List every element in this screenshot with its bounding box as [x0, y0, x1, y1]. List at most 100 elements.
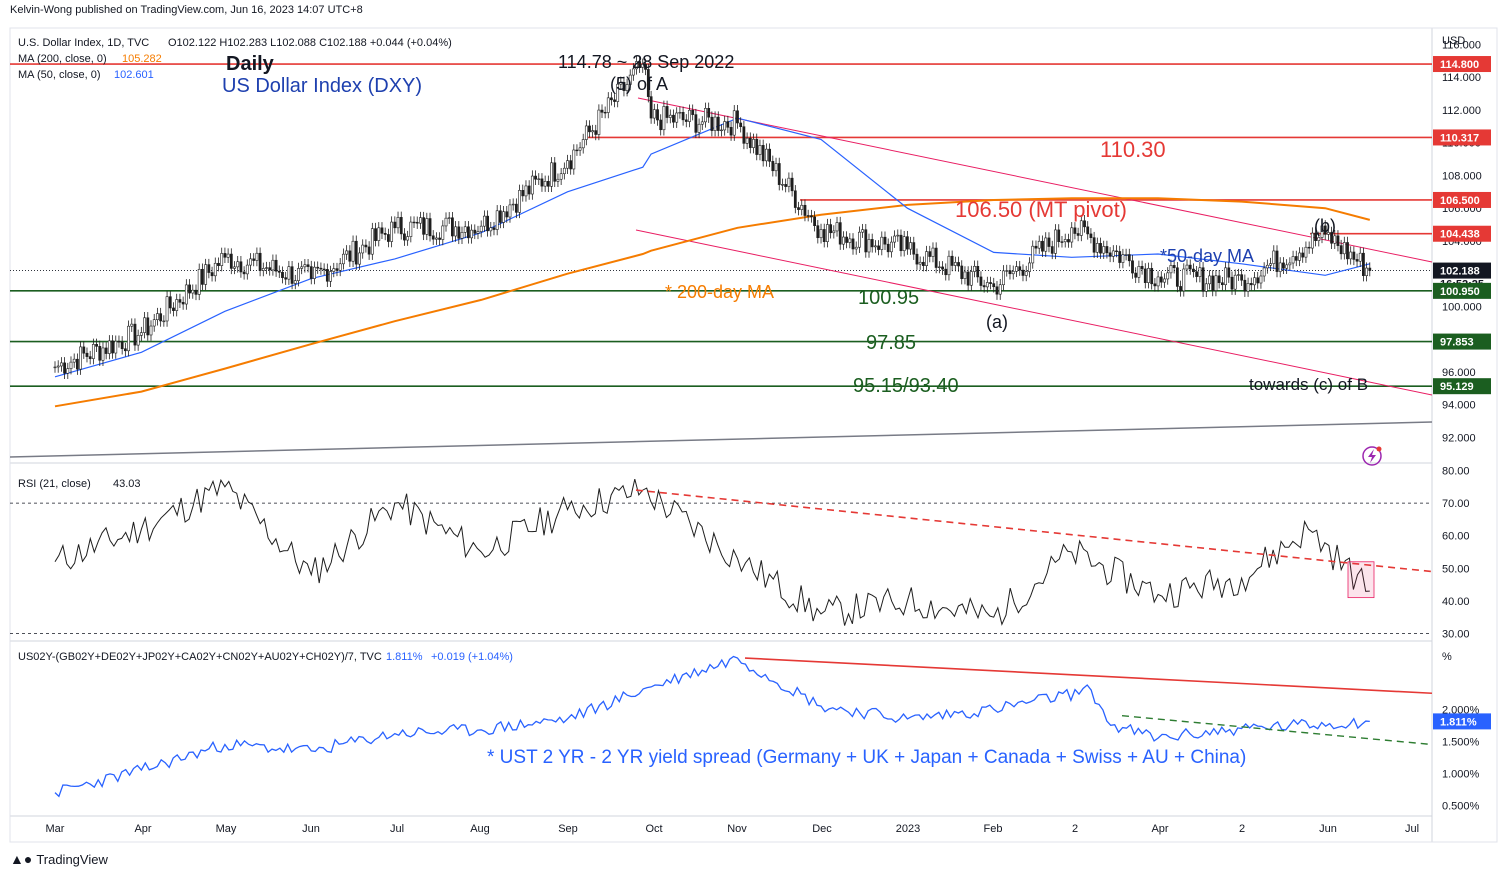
candle-body [277, 270, 281, 273]
spread-legend[interactable]: US02Y-(GB02Y+DE02Y+JP02Y+CA02Y+CN02Y+AU0… [18, 651, 382, 663]
ma200-legend[interactable]: MA (200, close, 0) [18, 53, 107, 65]
candle-body [1089, 233, 1093, 238]
candle-body [322, 268, 326, 271]
candle-body [556, 178, 560, 182]
candle-body [284, 277, 288, 280]
candle-body [867, 239, 871, 253]
candle-body [422, 217, 426, 235]
candle-body [652, 109, 656, 119]
candle-body [104, 347, 108, 354]
dxy-candles[interactable] [53, 55, 1372, 379]
candle-body [816, 225, 820, 239]
ma50-legend[interactable]: MA (50, close, 0) [18, 69, 101, 81]
candle-body [146, 317, 150, 336]
candle-body [287, 266, 291, 280]
price-tag-106-5[interactable] [1433, 191, 1491, 208]
candle-body [1143, 268, 1147, 283]
candle-body [300, 266, 304, 269]
candle-body [1169, 265, 1173, 274]
candle-body [1156, 276, 1160, 287]
price-tag-95-13[interactable] [1433, 378, 1491, 395]
candle-body [768, 148, 772, 162]
candle-body [204, 264, 208, 285]
candle-body [638, 61, 642, 68]
time-axis-label: 2 [1239, 823, 1245, 835]
channel-upper-line[interactable] [637, 97, 1433, 263]
price-tag-97-85[interactable] [1433, 333, 1491, 350]
rsi-line[interactable] [54, 478, 1370, 626]
price-tag-110-3[interactable] [1433, 129, 1491, 146]
candle-body [957, 262, 960, 267]
candle-body [393, 221, 397, 229]
rsi-trendline[interactable] [635, 489, 1433, 573]
time-axis-label: Aug [470, 823, 490, 835]
candle-body [329, 271, 332, 282]
rsi-highlight-box[interactable] [1347, 561, 1375, 599]
spread-line[interactable] [54, 655, 1370, 798]
candle-body [707, 108, 711, 118]
candle-body [518, 190, 521, 213]
candle-body [162, 320, 166, 323]
candle-body [1018, 266, 1022, 271]
candle-body [309, 266, 313, 279]
candle-body [668, 114, 672, 118]
symbol-legend[interactable]: U.S. Dollar Index, 1D, TVC [18, 37, 149, 49]
rsi-axis-tick: 30.00 [1442, 628, 1470, 640]
candle-body [619, 82, 623, 85]
candle-body [197, 268, 201, 295]
price-tag-100-95[interactable] [1433, 282, 1491, 299]
candle-body [845, 236, 849, 243]
candle-body [1099, 243, 1102, 254]
candle-body [784, 184, 788, 187]
candle-body [631, 68, 635, 76]
lightning-icon[interactable] [1362, 446, 1382, 466]
candle-body [495, 210, 499, 230]
ma200-line[interactable] [54, 197, 1371, 408]
candle-body [101, 347, 105, 361]
candle-body [700, 121, 704, 125]
candle-body [1323, 225, 1327, 235]
channel-lower-line[interactable] [635, 229, 1433, 396]
candle-body [156, 313, 159, 321]
time-axis-label: Mar [46, 823, 65, 835]
candle-body [566, 160, 569, 169]
spread-axis-tick: 0.500% [1442, 800, 1480, 812]
candle-body [1034, 245, 1038, 249]
time-axis-label: Nov [727, 823, 747, 835]
candle-body [1070, 227, 1074, 243]
time-axis-label: Jul [390, 823, 404, 835]
candle-body [594, 130, 598, 135]
spread-last-tag[interactable] [1433, 713, 1491, 730]
price-tag-104-4[interactable] [1433, 225, 1491, 242]
price-tag-last[interactable] [1433, 262, 1491, 279]
tradingview-logo[interactable]: ▲● TradingView [10, 851, 108, 867]
candle-body [1246, 283, 1250, 292]
candle-body [829, 224, 833, 234]
candle-body [800, 204, 804, 210]
spread-support-line[interactable] [1121, 714, 1433, 746]
candle-body [1224, 267, 1227, 286]
long-term-trendline[interactable] [9, 421, 1433, 458]
candle-body [1005, 270, 1009, 272]
candle-body [842, 236, 845, 245]
ohlc-legend: O102.122 H102.283 L102.088 C102.188 +0.0… [168, 37, 452, 49]
annotation-ma200: * 200-day MA [665, 282, 774, 302]
candle-body [399, 217, 403, 235]
candle-body [1278, 262, 1282, 272]
candle-body [752, 139, 755, 148]
rsi-legend[interactable]: RSI (21, close) [18, 478, 91, 490]
candle-body [591, 130, 595, 133]
candle-body [239, 261, 243, 273]
candle-body [880, 236, 884, 250]
candle-body [613, 99, 616, 102]
candle-body [777, 163, 781, 185]
candle-body [1240, 274, 1244, 281]
price-tag-114-8[interactable] [1433, 56, 1491, 73]
ma50-line[interactable] [54, 117, 1370, 378]
candle-body [1105, 246, 1109, 254]
spread-resistance-line[interactable] [744, 657, 1433, 695]
candle-body [431, 235, 435, 240]
candle-body [851, 238, 855, 250]
candle-body [622, 82, 626, 91]
